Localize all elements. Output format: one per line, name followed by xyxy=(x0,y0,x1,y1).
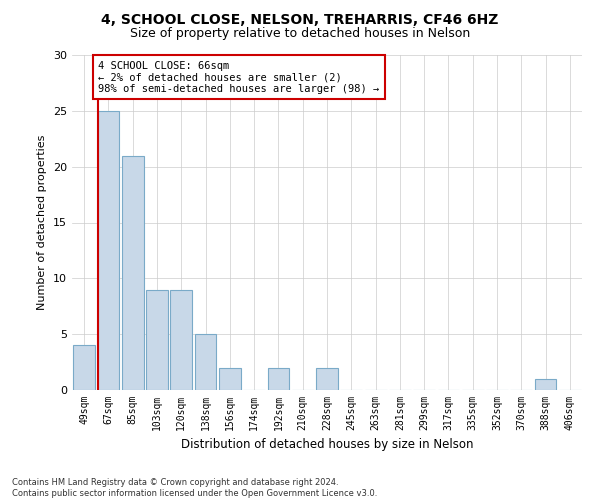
Text: 4 SCHOOL CLOSE: 66sqm
← 2% of detached houses are smaller (2)
98% of semi-detach: 4 SCHOOL CLOSE: 66sqm ← 2% of detached h… xyxy=(98,60,379,94)
Bar xyxy=(194,334,217,390)
Bar xyxy=(122,156,143,390)
Bar xyxy=(73,346,95,390)
Bar xyxy=(146,290,168,390)
Bar xyxy=(316,368,338,390)
Text: Size of property relative to detached houses in Nelson: Size of property relative to detached ho… xyxy=(130,28,470,40)
Text: Contains HM Land Registry data © Crown copyright and database right 2024.
Contai: Contains HM Land Registry data © Crown c… xyxy=(12,478,377,498)
Bar xyxy=(97,111,119,390)
Bar xyxy=(268,368,289,390)
X-axis label: Distribution of detached houses by size in Nelson: Distribution of detached houses by size … xyxy=(181,438,473,452)
Bar xyxy=(535,379,556,390)
Text: 4, SCHOOL CLOSE, NELSON, TREHARRIS, CF46 6HZ: 4, SCHOOL CLOSE, NELSON, TREHARRIS, CF46… xyxy=(101,12,499,26)
Y-axis label: Number of detached properties: Number of detached properties xyxy=(37,135,47,310)
Bar xyxy=(170,290,192,390)
Bar xyxy=(219,368,241,390)
